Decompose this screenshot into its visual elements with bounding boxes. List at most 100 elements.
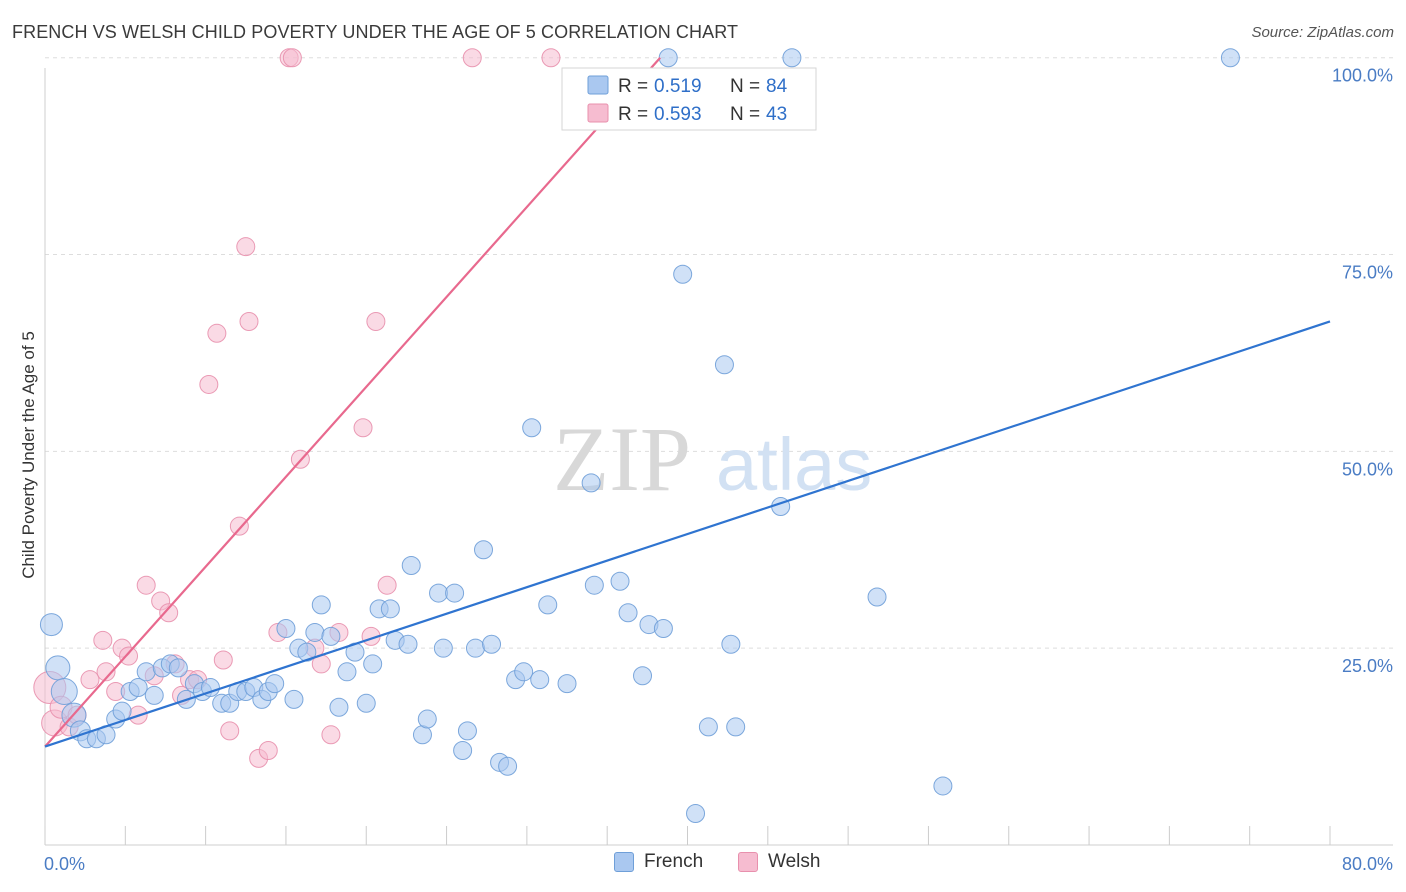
legend-welsh-swatch	[587, 103, 609, 123]
welsh-point	[220, 721, 240, 741]
legend-welsh-square	[738, 852, 758, 872]
y-axis-label: Child Poverty Under the Age of 5	[19, 331, 38, 579]
french-point	[557, 674, 577, 694]
welsh-point	[236, 237, 256, 257]
gridlines	[45, 57, 1393, 649]
welsh-point	[80, 670, 100, 690]
french-point	[417, 709, 437, 729]
french-point	[633, 666, 653, 686]
legend-french-square	[614, 852, 634, 872]
french-point	[112, 701, 132, 721]
legend-welsh-label: Welsh	[768, 851, 821, 872]
welsh-point	[93, 630, 113, 650]
welsh-points	[33, 48, 561, 768]
french-point	[686, 804, 706, 824]
french-point	[721, 634, 741, 654]
welsh-point	[258, 741, 278, 761]
legend-french-r-label: R =	[618, 76, 648, 97]
french-point	[356, 693, 376, 713]
welsh-point	[229, 516, 249, 536]
french-point	[398, 634, 418, 654]
french-point	[363, 654, 383, 674]
french-point	[538, 595, 558, 615]
watermark-zip: ZIP	[553, 408, 691, 510]
french-trend-line	[44, 320, 1331, 748]
welsh-trend-line	[44, 57, 662, 748]
french-point	[584, 575, 604, 595]
french-point	[39, 613, 63, 637]
french-point	[474, 540, 494, 560]
welsh-point	[96, 662, 116, 682]
welsh-point	[462, 48, 482, 68]
legend-french-n-value: 84	[766, 76, 788, 97]
legend-french-n-label: N =	[730, 76, 760, 97]
french-point	[45, 655, 71, 681]
french-point	[305, 622, 325, 642]
french-point	[673, 264, 693, 284]
y-tick-label-100: 100.0%	[1332, 66, 1393, 86]
french-point	[311, 595, 331, 615]
y-tick-label-75: 75.0%	[1342, 263, 1393, 283]
french-point	[714, 355, 734, 375]
legend-french-swatch	[587, 75, 609, 95]
french-point	[265, 674, 285, 694]
welsh-point	[321, 725, 341, 745]
french-points	[39, 48, 1240, 824]
french-point	[1220, 48, 1240, 68]
french-point	[933, 776, 953, 796]
welsh-point	[239, 311, 259, 331]
french-point	[200, 678, 220, 698]
french-point	[465, 638, 485, 658]
source-label: Source: ZipAtlas.com	[1251, 24, 1394, 41]
legend-french-r-value: 0.519	[654, 76, 702, 97]
french-point	[128, 678, 148, 698]
welsh-point	[353, 418, 373, 438]
french-point	[498, 756, 518, 776]
chart-title: FRENCH VS WELSH CHILD POVERTY UNDER THE …	[12, 22, 739, 42]
x-tick-label-max: 80.0%	[1342, 854, 1393, 874]
legend-welsh-r-label: R =	[618, 104, 648, 125]
y-tick-label-50: 50.0%	[1342, 459, 1393, 479]
french-point	[514, 662, 534, 682]
x-tick-label-min: 0.0%	[44, 854, 85, 874]
welsh-point	[541, 48, 561, 68]
welsh-point	[213, 650, 233, 670]
welsh-point	[366, 311, 386, 331]
french-point	[50, 677, 78, 705]
y-tick-label-25: 25.0%	[1342, 656, 1393, 676]
french-point	[453, 741, 473, 761]
french-point	[610, 571, 630, 591]
welsh-point	[377, 575, 397, 595]
french-point	[321, 626, 341, 646]
legend-item-french[interactable]: French	[614, 851, 703, 873]
french-point	[653, 619, 673, 639]
french-point	[380, 599, 400, 619]
legend-item-welsh[interactable]: Welsh	[738, 851, 820, 873]
french-point	[658, 48, 678, 68]
welsh-point	[199, 374, 219, 394]
watermark-atlas: atlas	[716, 423, 872, 506]
french-point	[457, 721, 477, 741]
welsh-point	[119, 646, 139, 666]
y-tick-labels: 25.0% 50.0% 75.0% 100.0%	[1332, 66, 1393, 676]
french-point	[530, 670, 550, 690]
french-point	[329, 697, 349, 717]
french-point	[144, 685, 164, 705]
stats-legend: R = 0.519 N = 84 R = 0.593 N = 43	[561, 67, 817, 131]
welsh-point	[159, 603, 179, 623]
french-point	[581, 473, 601, 493]
french-point	[337, 662, 357, 682]
french-point	[618, 603, 638, 623]
welsh-point	[282, 48, 302, 68]
welsh-point	[207, 323, 227, 343]
french-point	[284, 689, 304, 709]
french-point	[522, 418, 542, 438]
legend-welsh-n-value: 43	[766, 104, 787, 125]
french-point	[429, 583, 449, 603]
french-point	[698, 717, 718, 737]
legend-welsh-n-label: N =	[730, 104, 760, 125]
legend-french-label: French	[644, 851, 704, 872]
french-point	[412, 725, 432, 745]
french-point	[482, 634, 502, 654]
